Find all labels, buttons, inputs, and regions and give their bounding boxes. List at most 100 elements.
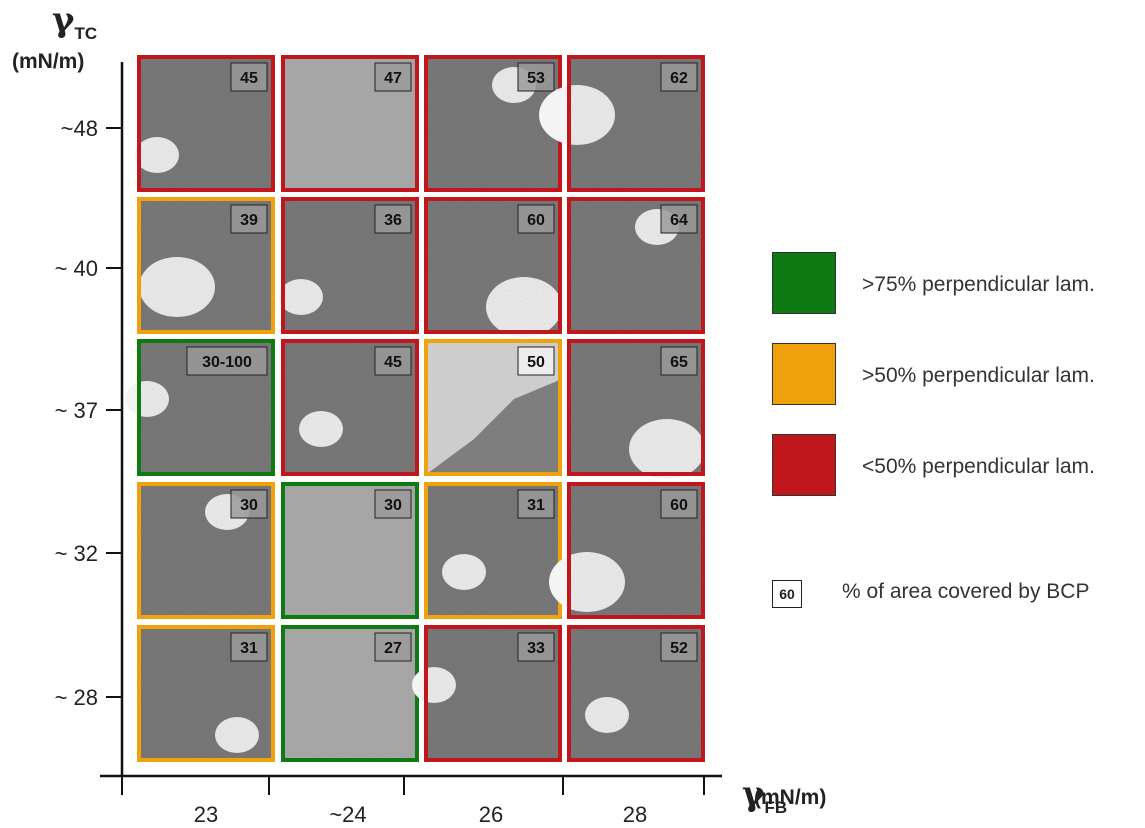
- coverage-value: 62: [670, 70, 688, 87]
- tile-border-red: [281, 197, 419, 334]
- coverage-label-box: [186, 346, 268, 376]
- tile-border-green: [281, 482, 419, 619]
- x-tick-label: ~24: [329, 802, 366, 827]
- coverage-value: 30: [384, 497, 402, 514]
- legend-area-example: 60: [772, 580, 802, 608]
- tile-border-red: [424, 625, 562, 762]
- coverage-label-box: [374, 489, 412, 519]
- coverage-value: 64: [670, 212, 688, 229]
- tile-border-orange: [424, 339, 562, 476]
- legend-label-orange: >50% perpendicular lam.: [862, 364, 1095, 387]
- coverage-value: 53: [527, 70, 545, 87]
- coverage-value: 30: [240, 497, 258, 514]
- legend-swatch-red: [772, 434, 836, 496]
- coverage-label-box: [517, 489, 555, 519]
- afm-tile: 31: [424, 482, 562, 619]
- tile-border-orange: [137, 197, 275, 334]
- legend-area-label: % of area covered by BCP: [842, 580, 1090, 603]
- y-tick-label: ~ 28: [55, 685, 98, 710]
- coverage-label-box: [230, 62, 268, 92]
- afm-tile: 45: [135, 55, 275, 192]
- x-tick-label: 23: [194, 802, 218, 827]
- afm-tile: 52: [567, 625, 705, 762]
- legend-swatch-green: [772, 252, 836, 314]
- coverage-label-box: [230, 204, 268, 234]
- tile-border-red: [567, 625, 705, 762]
- coverage-label-box: [374, 62, 412, 92]
- coverage-label-box: [660, 632, 698, 662]
- coverage-value: 31: [240, 640, 258, 657]
- coverage-value: 30-100: [202, 354, 252, 371]
- tile-border-red: [281, 55, 419, 192]
- x-axis-symbol: γFB: [742, 774, 788, 817]
- x-tick-label: 26: [479, 802, 503, 827]
- coverage-label-box: [660, 489, 698, 519]
- coverage-value: 31: [527, 497, 545, 514]
- y-tick-label: ~ 32: [55, 541, 98, 566]
- coverage-value: 60: [670, 497, 688, 514]
- tile-border-red: [424, 197, 562, 334]
- coverage-label-box: [660, 62, 698, 92]
- afm-tile: 30: [137, 482, 275, 619]
- coverage-label-box: [517, 62, 555, 92]
- y-tick-label: ~48: [61, 116, 98, 141]
- coverage-value: 27: [384, 640, 402, 657]
- tile-border-red: [567, 197, 705, 334]
- tile-border-red: [567, 482, 705, 619]
- tile-border-orange: [424, 482, 562, 619]
- afm-tile: 31: [137, 625, 275, 762]
- coverage-value: 33: [527, 640, 545, 657]
- coverage-value: 36: [384, 212, 402, 229]
- y-tick-label: ~ 40: [55, 256, 98, 281]
- coverage-value: 39: [240, 212, 258, 229]
- coverage-label-box: [374, 204, 412, 234]
- legend-label-green: >75% perpendicular lam.: [862, 273, 1095, 296]
- tile-border-red: [567, 339, 705, 476]
- y-axis-symbol: γTC: [52, 0, 98, 43]
- afm-tile: 39: [137, 197, 275, 334]
- tile-border-orange: [137, 625, 275, 762]
- x-axis-unit: (mN/m): [754, 786, 827, 809]
- coverage-label-box: [517, 346, 555, 376]
- coverage-value: 65: [670, 354, 688, 371]
- afm-tile: 33: [412, 625, 562, 762]
- afm-tile: 27: [281, 625, 419, 762]
- coverage-label-box: [517, 204, 555, 234]
- coverage-label-box: [660, 346, 698, 376]
- y-tick-label: ~ 37: [55, 398, 98, 423]
- coverage-label-box: [230, 489, 268, 519]
- afm-tile: 60: [424, 197, 562, 337]
- y-axis-unit: (mN/m): [12, 50, 85, 73]
- legend-swatch-orange: [772, 343, 836, 405]
- coverage-value: 45: [384, 354, 402, 371]
- afm-tile: 53: [424, 55, 562, 192]
- tile-border-red: [567, 55, 705, 192]
- afm-tile: 36: [279, 197, 419, 334]
- afm-tile: 60: [549, 482, 705, 619]
- coverage-label-box: [660, 204, 698, 234]
- tile-border-green: [137, 339, 275, 476]
- coverage-label-box: [517, 632, 555, 662]
- coverage-label-box: [230, 632, 268, 662]
- afm-tile: 64: [567, 197, 705, 334]
- coverage-value: 45: [240, 70, 258, 87]
- tile-border-red: [281, 339, 419, 476]
- x-tick-label: 28: [623, 802, 647, 827]
- coverage-label-box: [374, 632, 412, 662]
- afm-tile: 30: [281, 482, 419, 619]
- tile-border-red: [137, 55, 275, 192]
- afm-tile: 65: [567, 339, 705, 479]
- afm-tile: 47: [281, 55, 419, 192]
- coverage-value: 60: [527, 212, 545, 229]
- afm-tile: 62: [539, 55, 705, 192]
- tile-border-orange: [137, 482, 275, 619]
- afm-tile: 30-100: [125, 339, 275, 476]
- legend-label-red: <50% perpendicular lam.: [862, 455, 1095, 478]
- coverage-value: 50: [527, 354, 545, 371]
- afm-tile: 50: [424, 339, 562, 476]
- coverage-label-box: [374, 346, 412, 376]
- afm-tile: 45: [281, 339, 419, 476]
- coverage-value: 47: [384, 70, 402, 87]
